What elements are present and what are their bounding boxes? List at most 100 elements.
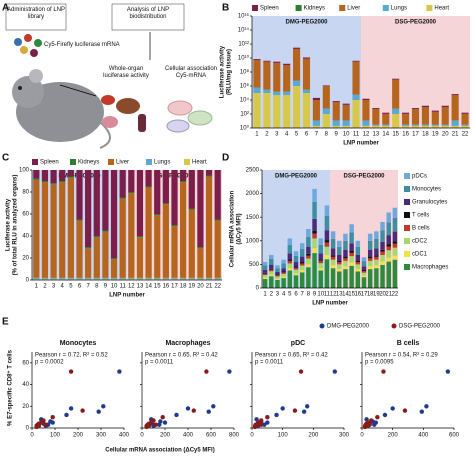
legend-swatch (404, 199, 410, 205)
legend-label: Lungs (391, 6, 407, 12)
y-tick-label: 0 (256, 286, 260, 292)
x-tick-label: 18 (367, 292, 374, 298)
bar-segment (362, 125, 370, 128)
bar-segment (283, 95, 291, 128)
x-tick-label: 18 (180, 284, 187, 290)
bar-segment (362, 99, 370, 121)
bar-segment (318, 253, 323, 260)
bar-segment (382, 124, 390, 126)
bar-segment (145, 187, 152, 278)
bar-segment (380, 264, 385, 288)
bar-segment (380, 261, 385, 265)
y-tick-label: 10¹⁴ (238, 27, 250, 34)
bar-segment (343, 260, 348, 267)
bar-segment (180, 277, 187, 279)
diagram-text: Cy5-Firefly luciferase mRNA (44, 42, 120, 48)
bar-segment (180, 182, 187, 278)
bar-segment (312, 238, 317, 249)
x-tick-label: 19 (432, 132, 439, 138)
scatter-point (390, 406, 395, 411)
x-tick-label: 10 (343, 132, 350, 138)
bar-segment (330, 259, 336, 266)
bar-segment (306, 258, 311, 265)
bar-segment (380, 251, 385, 255)
bar-segment (293, 269, 299, 274)
bar-segment (253, 92, 261, 128)
bar-segment (392, 78, 400, 80)
x-tick-label: 400 (418, 433, 429, 439)
legend-label: Heart (192, 160, 207, 166)
organ (138, 114, 146, 132)
x-tick-label: 300 (96, 433, 107, 439)
bar-segment (386, 250, 391, 258)
bar-segment (67, 177, 74, 278)
x-tick-label: 17 (171, 284, 178, 290)
bar-segment (119, 170, 126, 198)
legend-swatch (426, 5, 433, 11)
bar-segment (306, 253, 311, 256)
bar-segment (287, 238, 293, 246)
legend-label: Kidneys (304, 6, 325, 12)
box (111, 3, 185, 31)
bar-segment (349, 232, 354, 244)
x-tick-label: 4 (282, 292, 286, 298)
x-tick-label: 15 (154, 284, 161, 290)
bar-segment (145, 278, 152, 280)
bar-segment (349, 265, 354, 288)
cell (166, 119, 190, 133)
x-tick-label: 2 (270, 292, 274, 298)
x-tick-label: 13 (336, 292, 343, 298)
group-label: DSG-PEG2000 (343, 174, 385, 180)
bar-segment (188, 170, 195, 209)
legend-label: Kidneys (78, 160, 99, 166)
annotation: p = 0.0011 (145, 360, 174, 366)
x-tick-label: 17 (361, 292, 368, 298)
bar-segment (324, 246, 330, 255)
scatter-point (96, 409, 101, 414)
legend-label: Lungs (154, 160, 170, 166)
scatter-point (280, 406, 285, 411)
scatter-point (265, 420, 270, 425)
bar-segment (342, 120, 350, 126)
legend-label: Liver (116, 160, 129, 166)
bar-segment (299, 249, 305, 257)
bar-segment (299, 263, 305, 266)
scatter-point (402, 408, 408, 413)
bar-segment (110, 278, 118, 280)
bar-segment (281, 276, 286, 279)
bar-segment (33, 170, 40, 179)
bar-segment (293, 266, 299, 268)
x-tick-label: 200 (308, 433, 319, 439)
bar-segment (302, 58, 311, 90)
x-tick-label: 8 (325, 132, 329, 138)
bar-segment (275, 276, 280, 279)
bar-segment (312, 230, 317, 234)
bar-segment (318, 259, 323, 261)
y-axis-label: (% of total RLU in analyzed organs) (13, 175, 19, 276)
scatter-point (375, 414, 380, 420)
x-tick-label: 12 (363, 132, 370, 138)
panel-title: pDC (291, 340, 305, 347)
bar-segment (392, 247, 398, 256)
bar-segment (263, 92, 271, 128)
bar-segment (392, 113, 400, 128)
bar-segment (41, 181, 49, 183)
bar-segment (451, 94, 459, 96)
bar-segment (262, 279, 268, 288)
bar-segment (281, 268, 286, 272)
bar-segment (33, 277, 40, 279)
legend-swatch (404, 225, 410, 231)
bar-segment (293, 251, 299, 256)
y-tick-label: 500 (249, 262, 260, 268)
bar-segment (312, 233, 317, 239)
bar-segment (361, 275, 367, 278)
bar-segment (367, 250, 373, 257)
legend-label: cDC1 (412, 252, 428, 258)
bar-segment (318, 268, 323, 271)
bar-segment (263, 61, 271, 90)
bar-segment (318, 238, 323, 245)
bar-segment (287, 253, 293, 260)
bar-segment (461, 124, 469, 126)
x-tick-label: 20 (379, 292, 386, 298)
bar-segment (145, 186, 152, 188)
